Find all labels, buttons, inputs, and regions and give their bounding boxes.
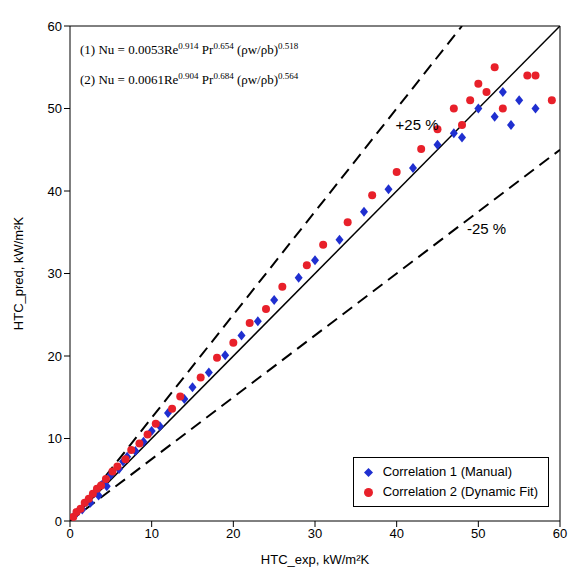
svg-text:10: 10 (48, 431, 62, 446)
svg-text:0: 0 (66, 526, 73, 541)
html-text:(1) Nu = 0.0053Re0.914Pr0.654(: (1) Nu = 0.0053Re0.914Pr0.654(ρw/ρb)0.51… (80, 41, 299, 58)
svg-text:40: 40 (48, 184, 62, 199)
svg-text:60: 60 (48, 19, 62, 34)
svg-text:30: 30 (308, 526, 322, 541)
svg-text:30: 30 (48, 266, 62, 281)
svg-text:-25 %: -25 % (467, 220, 506, 237)
svg-text:50: 50 (471, 526, 485, 541)
svg-text:10: 10 (144, 526, 158, 541)
html-text:(2) Nu = 0.0061Re0.904Pr0.684(: (2) Nu = 0.0061Re0.904Pr0.684(ρw/ρb)0.56… (80, 71, 299, 88)
svg-text:20: 20 (226, 526, 240, 541)
svg-text:+25 %: +25 % (396, 116, 439, 133)
svg-text:20: 20 (48, 349, 62, 364)
svg-text:HTC_exp, kW/m²K: HTC_exp, kW/m²K (261, 552, 370, 567)
svg-text:40: 40 (389, 526, 403, 541)
html-text:Correlation 2 (Dynamic Fit): Correlation 2 (Dynamic Fit) (382, 484, 538, 499)
html-text:Correlation 1 (Manual): Correlation 1 (Manual) (382, 464, 512, 479)
svg-text:50: 50 (48, 101, 62, 116)
svg-text:0: 0 (55, 514, 62, 529)
svg-text:60: 60 (553, 526, 567, 541)
svg-text:HTC_pred, kW/m²K: HTC_pred, kW/m²K (11, 216, 26, 330)
